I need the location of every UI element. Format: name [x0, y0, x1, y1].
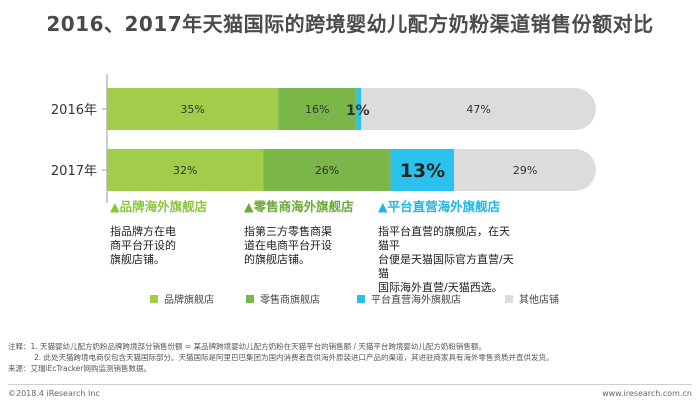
data-label: 26% — [315, 164, 339, 177]
data-label: 35% — [180, 103, 204, 116]
bar-segment — [107, 149, 264, 191]
data-label: 29% — [513, 164, 537, 177]
legend-swatch — [357, 294, 365, 303]
bar-segment — [263, 149, 391, 191]
legend-item: 零售商旗舰店 — [246, 291, 320, 306]
legend-label: 品牌旗舰店 — [164, 295, 214, 306]
annotation: ▲零售商海外旗舰店指第三方零售商渠 道在电商平台开设 的旗舰店铺。 — [244, 196, 384, 267]
source-note: 来源：艾瑞iEcTracker网购监测销售数据。 — [8, 364, 152, 373]
annotation-description: 指第三方零售商渠 道在电商平台开设 的旗舰店铺。 — [244, 225, 332, 266]
annotation: ▲平台直营海外旗舰店指平台直营的旗舰店，在天猫平 台便是天猫国际官方直营/天猫 … — [378, 196, 518, 295]
data-label: 32% — [173, 164, 197, 177]
footer-website: www.iresearch.com.cn — [602, 389, 692, 398]
footer-divider — [8, 384, 692, 385]
bar-segment — [390, 149, 455, 191]
category-label: 2017年 — [51, 164, 97, 179]
bar-row — [107, 88, 596, 130]
legend-label: 其他店铺 — [519, 295, 559, 306]
data-label: 13% — [400, 160, 445, 182]
legend-swatch — [150, 294, 158, 303]
legend-item: 品牌旗舰店 — [150, 291, 214, 306]
data-label: 16% — [305, 103, 329, 116]
footer-copyright: ©2018.4 iResearch Inc — [8, 389, 100, 398]
notes: 注释：1. 天猫婴幼儿配方奶粉品牌跨境部分销售份额 = 某品牌跨境婴幼儿配方奶粉… — [8, 341, 698, 374]
bar-segment — [356, 88, 362, 130]
annotation-description: 指品牌方在电 商平台开设的 旗舰店铺。 — [110, 225, 176, 266]
annotation-heading: ▲平台直营海外旗舰店 — [378, 199, 501, 214]
bar-segment — [107, 88, 279, 130]
annotation: ▲品牌海外旗舰店指品牌方在电 商平台开设的 旗舰店铺。 — [110, 196, 250, 267]
data-label: 47% — [466, 103, 490, 116]
category-label: 2016年 — [51, 103, 97, 118]
annotation-heading: ▲品牌海外旗舰店 — [110, 199, 208, 214]
annotation-description: 指平台直营的旗舰店，在天猫平 台便是天猫国际官方直营/天猫 国际海外直营/天猫西… — [378, 225, 514, 294]
legend-swatch — [246, 294, 254, 303]
note-2: 2. 此处天猫跨境电商仅包含天猫国际部分。天猫国际是阿里巴巴集团为国内消费者直供… — [34, 353, 554, 362]
note-1: 注释：1. 天猫婴幼儿配方奶粉品牌跨境部分销售份额 = 某品牌跨境婴幼儿配方奶粉… — [8, 342, 486, 351]
bar-segment — [278, 88, 357, 130]
legend: 品牌旗舰店 零售商旗舰店 平台直营海外旗舰店 其他店铺 — [0, 291, 700, 306]
stacked-bar-chart: 2016年 35% 16% 1% 47% 2017年 32% 26% 13% 29% — [51, 74, 596, 203]
chart-title: 2016、2017年天猫国际的跨境婴幼儿配方奶粉渠道销售份额对比 — [46, 12, 654, 36]
legend-item: 其他店铺 — [505, 291, 559, 306]
legend-swatch — [505, 294, 513, 303]
data-label: 1% — [346, 103, 370, 119]
legend-label: 零售商旗舰店 — [260, 295, 320, 306]
annotation-heading: ▲零售商海外旗舰店 — [244, 199, 354, 214]
legend-label: 平台直营海外旗舰店 — [371, 295, 461, 306]
bar-segment — [361, 88, 596, 130]
bar-segment — [454, 149, 596, 191]
bar-row — [107, 149, 596, 191]
legend-item: 平台直营海外旗舰店 — [357, 291, 461, 306]
